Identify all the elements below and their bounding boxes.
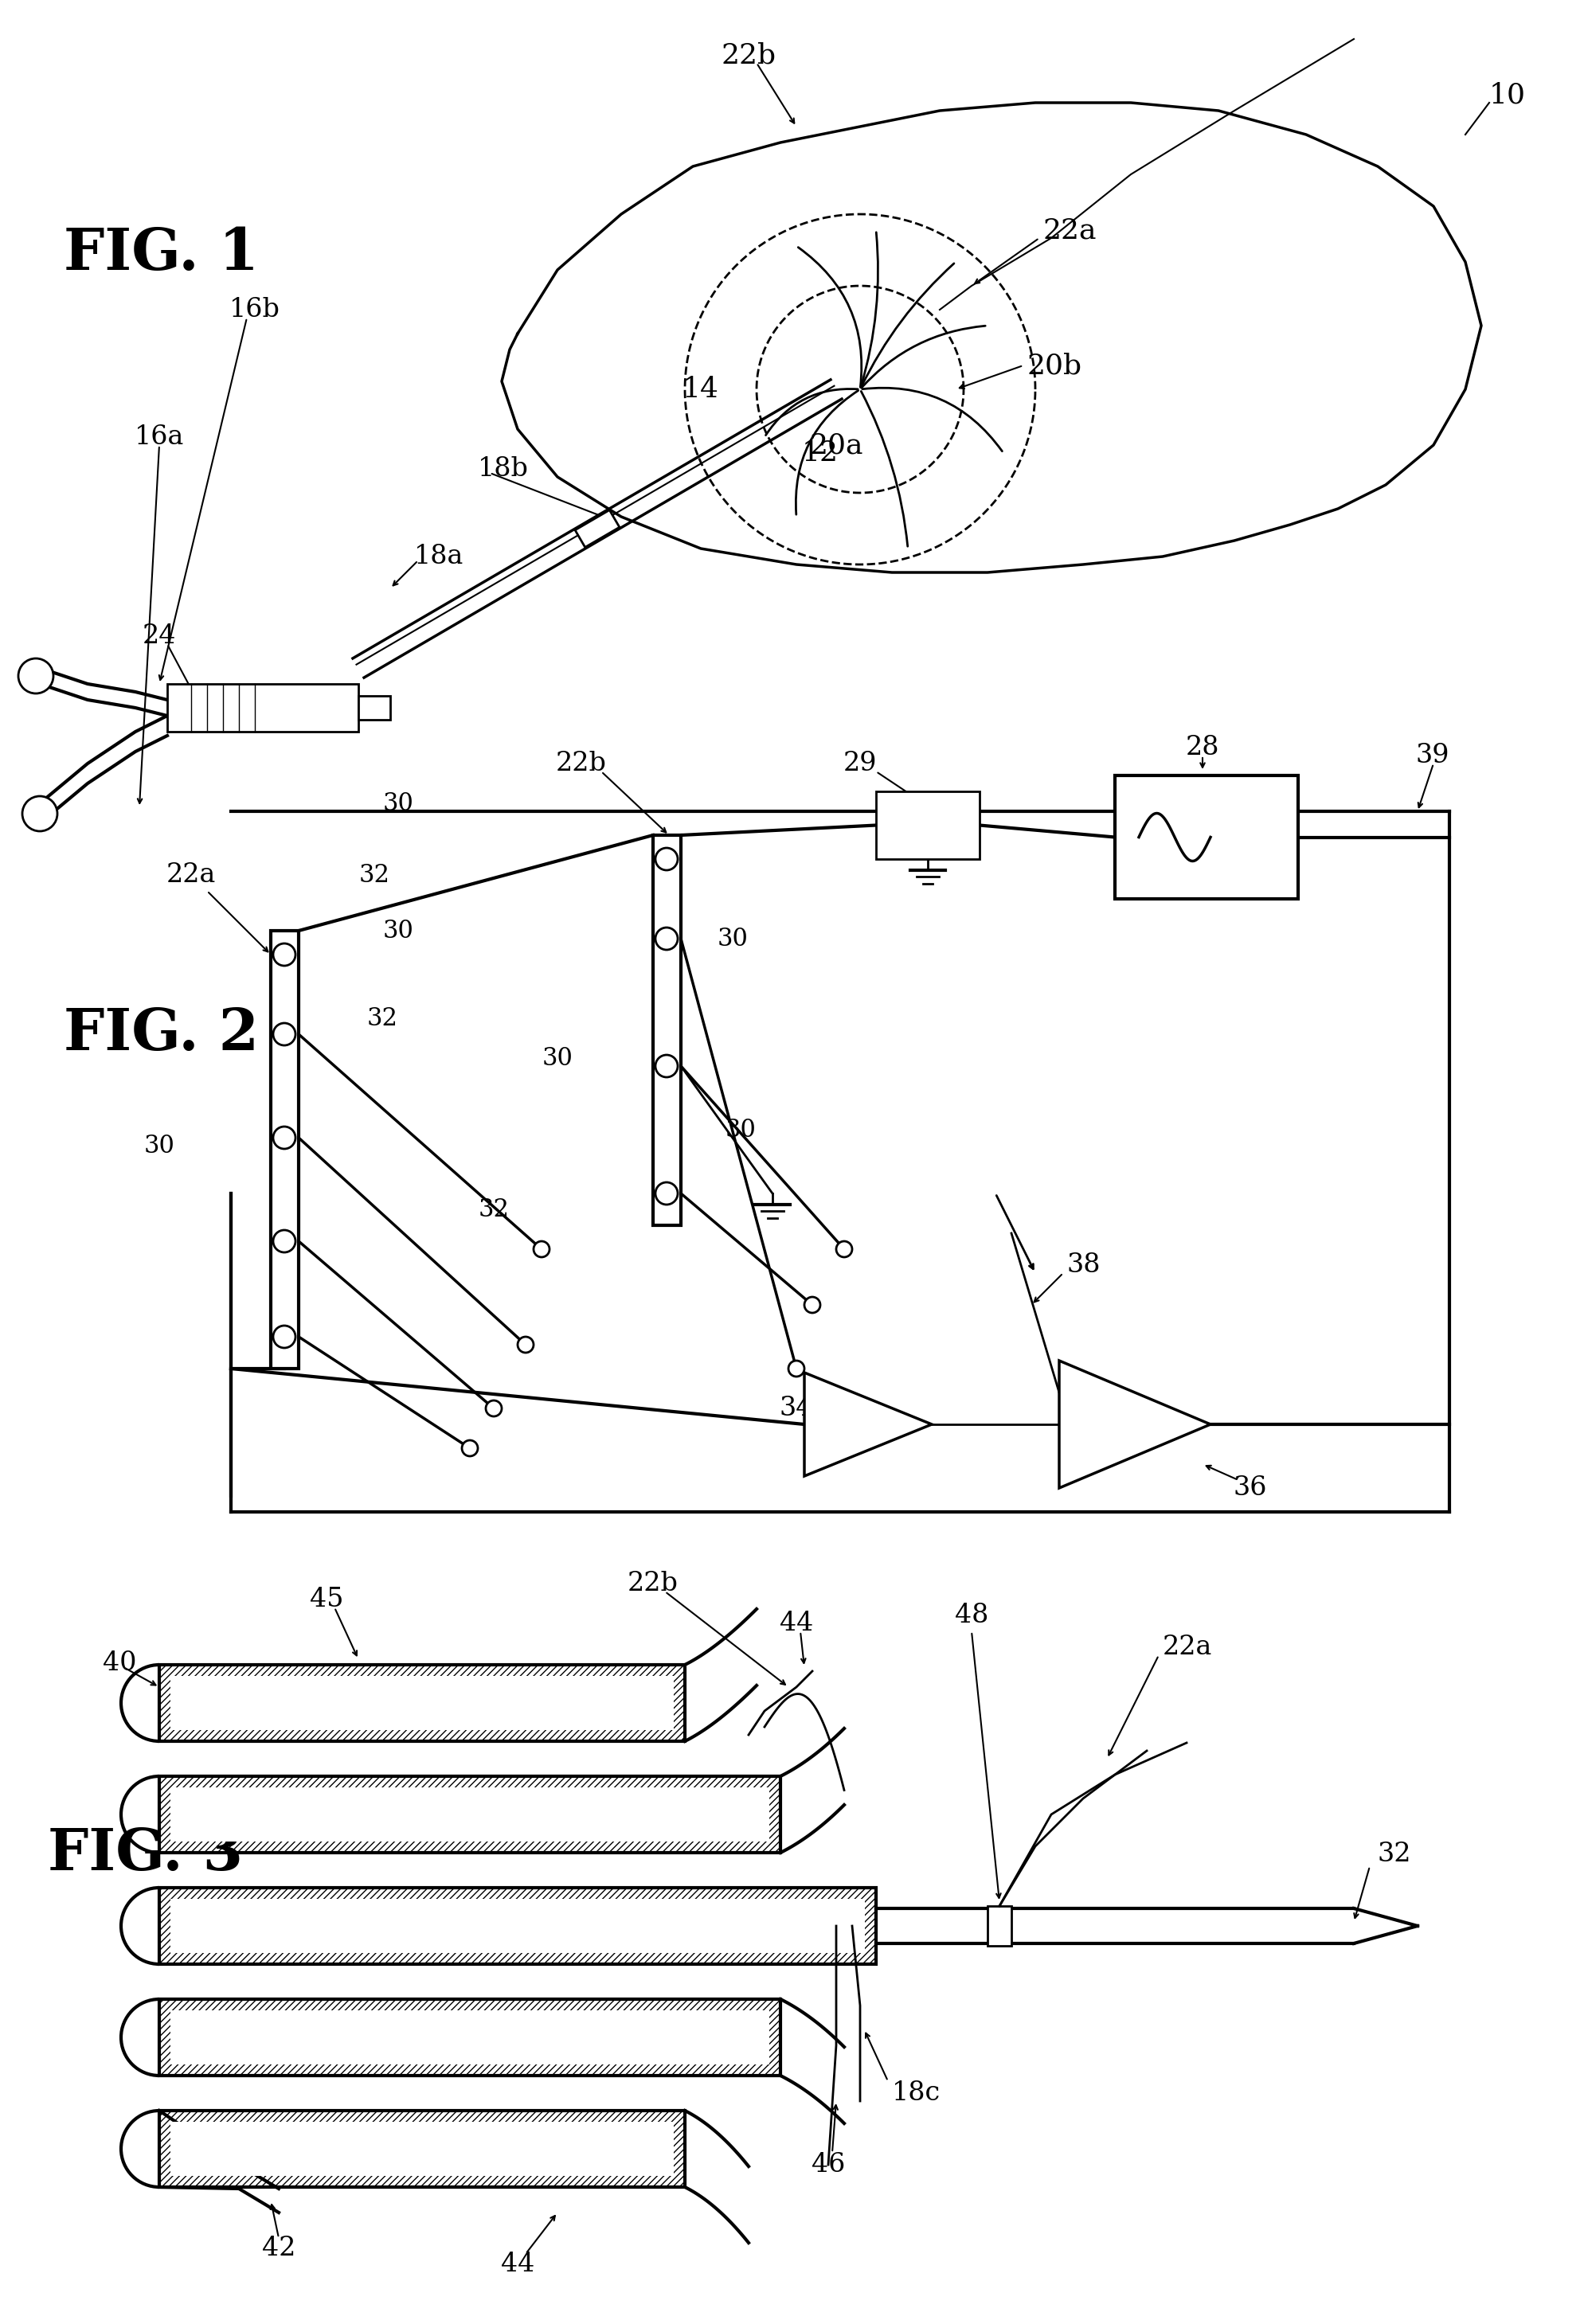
Polygon shape	[171, 1676, 673, 1729]
Text: 45: 45	[309, 1587, 344, 1613]
Polygon shape	[1115, 776, 1299, 899]
Text: 32: 32	[358, 862, 390, 888]
Polygon shape	[1060, 1360, 1210, 1487]
Text: 30: 30	[383, 918, 413, 944]
Text: FIG. 1: FIG. 1	[63, 225, 258, 281]
Polygon shape	[171, 1787, 770, 1841]
Text: 30: 30	[144, 1134, 174, 1157]
Text: 44: 44	[779, 1611, 813, 1636]
Text: 12: 12	[802, 439, 838, 467]
Text: 29: 29	[843, 751, 878, 776]
Text: 39: 39	[1416, 744, 1449, 769]
Circle shape	[272, 1229, 296, 1253]
Circle shape	[19, 658, 54, 693]
Text: +: +	[1063, 1378, 1087, 1406]
Polygon shape	[171, 2122, 673, 2175]
Circle shape	[789, 1360, 805, 1376]
Circle shape	[272, 1325, 296, 1348]
Text: 34: 34	[779, 1397, 813, 1422]
Text: 16a: 16a	[135, 425, 184, 451]
Circle shape	[272, 944, 296, 967]
Text: 22a: 22a	[166, 862, 215, 888]
Polygon shape	[876, 792, 979, 860]
Text: 18a: 18a	[413, 544, 464, 569]
Text: FIG. 2: FIG. 2	[63, 1006, 258, 1062]
Text: 22b: 22b	[721, 42, 776, 67]
Polygon shape	[160, 2110, 684, 2187]
Text: 18b: 18b	[478, 456, 529, 481]
Text: 24: 24	[143, 623, 176, 648]
Text: 18c: 18c	[892, 2080, 941, 2106]
Polygon shape	[358, 695, 390, 720]
Circle shape	[656, 927, 678, 951]
Polygon shape	[171, 1899, 865, 1952]
Text: 22b: 22b	[556, 751, 607, 776]
Text: 10: 10	[1489, 81, 1525, 109]
Polygon shape	[171, 2010, 770, 2064]
Text: −: −	[1063, 1443, 1087, 1469]
Text: 20b: 20b	[1028, 351, 1082, 379]
Text: 46: 46	[811, 2152, 846, 2178]
Circle shape	[656, 1183, 678, 1204]
Text: 14: 14	[683, 376, 719, 402]
Circle shape	[272, 1127, 296, 1148]
Text: 40: 40	[103, 1650, 136, 1676]
Text: 48: 48	[955, 1604, 988, 1629]
Text: 36: 36	[1234, 1476, 1267, 1501]
Circle shape	[22, 797, 57, 832]
Text: 22b: 22b	[627, 1571, 678, 1597]
Polygon shape	[271, 930, 299, 1369]
Polygon shape	[575, 509, 619, 546]
Circle shape	[836, 1241, 852, 1257]
Text: 42: 42	[261, 2236, 296, 2261]
Text: 22a: 22a	[1044, 216, 1098, 244]
Text: 28: 28	[1185, 734, 1220, 760]
Circle shape	[518, 1336, 534, 1353]
Polygon shape	[160, 1776, 781, 1852]
Text: 44: 44	[501, 2252, 534, 2278]
Text: 32: 32	[367, 1006, 398, 1030]
Text: 30: 30	[725, 1118, 756, 1141]
Polygon shape	[987, 1906, 1012, 1945]
Text: 30: 30	[542, 1046, 573, 1071]
Polygon shape	[653, 834, 681, 1225]
Text: >: >	[808, 1411, 833, 1439]
Text: 30: 30	[383, 790, 413, 816]
Text: FIG. 3: FIG. 3	[48, 1827, 242, 1882]
Text: 22a: 22a	[1163, 1634, 1212, 1659]
Polygon shape	[160, 1999, 781, 2075]
Text: 20a: 20a	[809, 432, 863, 458]
Circle shape	[805, 1297, 821, 1313]
Circle shape	[486, 1401, 502, 1415]
Polygon shape	[168, 683, 358, 732]
Text: 32: 32	[478, 1197, 510, 1222]
Circle shape	[656, 848, 678, 869]
Polygon shape	[160, 1664, 684, 1741]
Text: 32: 32	[1378, 1841, 1411, 1866]
Text: 38: 38	[1068, 1253, 1101, 1278]
Text: 16b: 16b	[230, 297, 280, 323]
Circle shape	[656, 1055, 678, 1078]
Polygon shape	[160, 1887, 876, 1964]
Polygon shape	[805, 1373, 931, 1476]
Circle shape	[463, 1441, 478, 1457]
Text: 30: 30	[718, 927, 748, 951]
Circle shape	[534, 1241, 550, 1257]
Circle shape	[272, 1023, 296, 1046]
